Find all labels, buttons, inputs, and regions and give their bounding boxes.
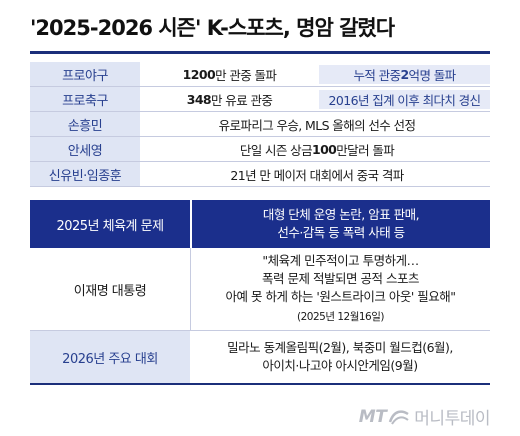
record-value-right: 2016년 집계 이후 최다치 경신 [319,89,490,109]
record-row-an: 안세영 단일 시즌 상금 100 만달러 돌파 [30,137,490,162]
events-label: 2026년 주요 대회 [30,331,190,383]
record-value-left: 348 만 유료 관중 [186,91,273,108]
page-title: '2025-2026 시즌' K-스포츠, 명암 갈렸다 [30,16,395,40]
publisher-logo: MT 머니투데이 [358,404,491,430]
quote-speaker: 이재명 대통령 [73,283,147,299]
events-row: 2026년 주요 대회 밀라노 동계올림픽(2월), 북중미 월드컵(6월), … [30,331,490,385]
record-label: 프로축구 [30,87,144,111]
issues-box: 2025년 체육계 문제 대형 단체 운영 논란, 암표 판매, 선수·감독 등… [30,200,490,385]
records-table: 프로야구 1200 만 관중 돌파 누적 관중 2 억명 돌파 프로축구 348 만 … [30,62,490,187]
issue-text: 대형 단체 운영 논란, 암표 판매, 선수·감독 등 폭력 사태 등 [190,200,490,248]
quote-text: "체육계 민주적이고 투명하게… 폭력 문제 적발되면 공적 스포츠 아예 못 … [190,248,490,330]
logo-mt: MT [358,406,387,427]
record-row-baseball: 프로야구 1200 만 관중 돌파 누적 관중 2 억명 돌파 [30,62,490,87]
record-value-right: 누적 관중 2 억명 돌파 [319,64,490,84]
record-value: 단일 시즌 상금 100 만달러 돌파 [239,141,395,158]
mt-swoosh-icon [389,409,409,425]
quote-date: (2025년 12월16일) [297,311,384,323]
quote-row: 이재명 대통령 "체육계 민주적이고 투명하게… 폭력 문제 적발되면 공적 스… [30,248,490,331]
logo-text: 머니투데이 [414,409,490,429]
record-value-left: 1200 만 관중 돌파 [182,66,277,83]
record-label: 손흥민 [30,112,144,136]
record-label: 신유빈·임종훈 [30,162,144,186]
record-row-table-tennis: 신유빈·임종훈 21년 만 메이저 대회에서 중국 격파 [30,162,490,187]
title-divider [30,51,490,54]
record-row-son: 손흥민 유로파리그 우승, MLS 올해의 선수 선정 [30,112,490,137]
record-value: 유로파리그 우승, MLS 올해의 선수 선정 [218,117,416,133]
record-label: 프로야구 [30,62,144,86]
record-value: 21년 만 메이저 대회에서 중국 격파 [230,167,404,183]
record-label: 안세영 [30,137,144,161]
events-text: 밀라노 동계올림픽(2월), 북중미 월드컵(6월), 아이치·나고야 아시안게… [227,340,453,373]
record-row-football: 프로축구 348 만 유료 관중 2016년 집계 이후 최다치 경신 [30,87,490,112]
issue-label: 2025년 체육계 문제 [30,200,190,248]
issue-row: 2025년 체육계 문제 대형 단체 운영 논란, 암표 판매, 선수·감독 등… [30,200,490,248]
